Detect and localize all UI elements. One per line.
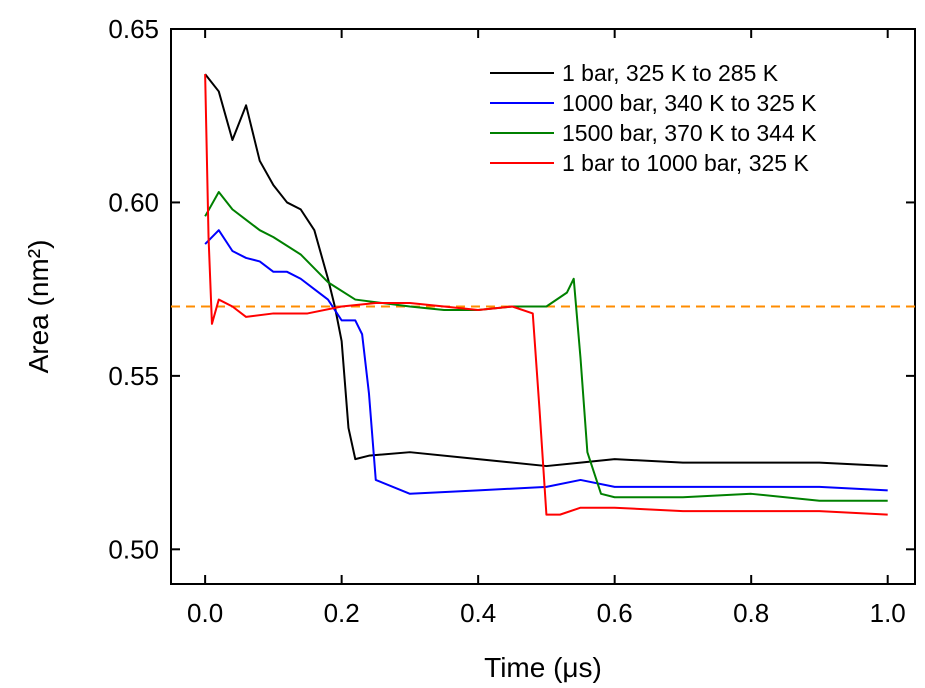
x-tick-label: 0.2 <box>324 598 360 628</box>
legend: 1 bar, 325 K to 285 K 1000 bar, 340 K to … <box>490 60 817 176</box>
series-line-2 <box>204 229 888 495</box>
legend-label-1: 1 bar, 325 K to 285 K <box>562 60 779 86</box>
y-axis-label: Area (nm²) <box>23 240 54 374</box>
x-tick-label: 0.4 <box>460 598 496 628</box>
legend-label-4: 1 bar to 1000 bar, 325 K <box>562 150 809 176</box>
y-tick-label: 0.55 <box>108 361 159 391</box>
y-tick-label: 0.65 <box>108 14 159 44</box>
x-tick-label: 0.0 <box>187 598 223 628</box>
x-axis-label: Time (μs) <box>484 652 602 683</box>
series-line-1 <box>204 73 888 468</box>
series-line-3 <box>204 191 888 502</box>
x-tick-label: 0.8 <box>733 598 769 628</box>
tick-labels: 0.0 0.2 0.4 0.6 0.8 1.0 0.50 0.55 0.60 0.65 <box>108 14 905 628</box>
legend-label-2: 1000 bar, 340 K to 325 K <box>562 90 817 116</box>
x-tick-label: 0.6 <box>597 598 633 628</box>
series-group <box>204 73 888 516</box>
series-line-4 <box>204 74 888 516</box>
axis-ticks <box>171 28 915 584</box>
legend-label-3: 1500 bar, 370 K to 344 K <box>562 120 817 146</box>
y-tick-label: 0.50 <box>108 534 159 564</box>
y-tick-label: 0.60 <box>108 187 159 217</box>
x-tick-label: 1.0 <box>870 598 906 628</box>
